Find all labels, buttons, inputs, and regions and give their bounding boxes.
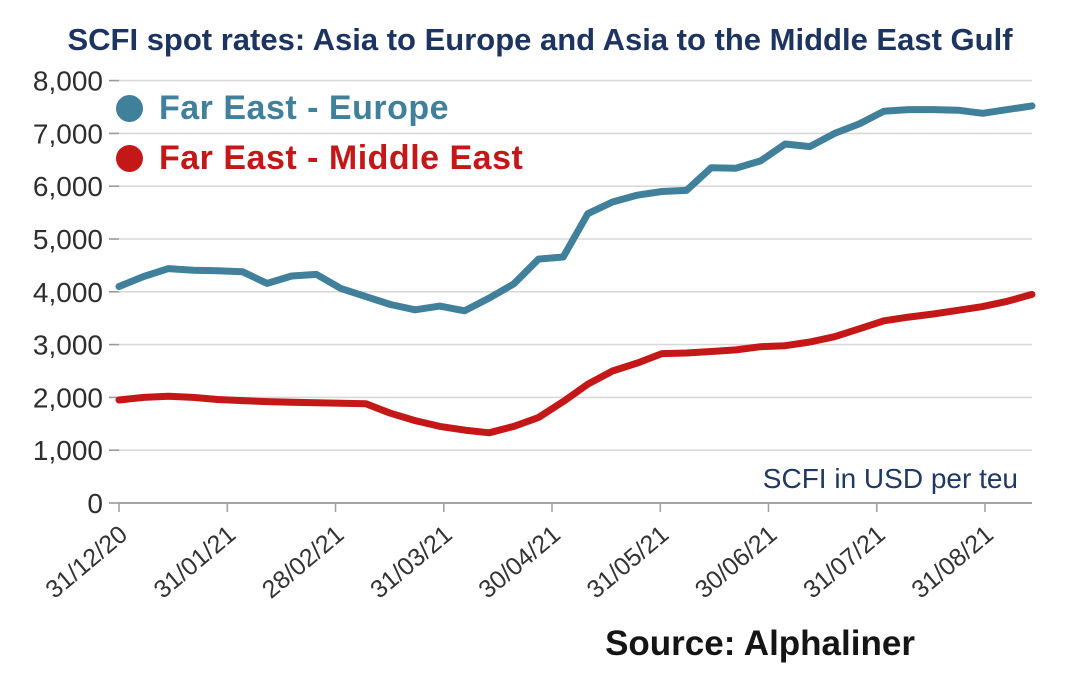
x-axis-label: 30/06/21 xyxy=(690,520,783,604)
legend-label-europe: Far East - Europe xyxy=(159,88,450,127)
y-axis-label: 1,000 xyxy=(33,435,103,466)
legend-label-middle-east: Far East - Middle East xyxy=(159,138,524,177)
y-axis-label: 2,000 xyxy=(33,382,103,413)
x-axis-label: 31/12/20 xyxy=(40,520,133,604)
y-axis-label: 5,000 xyxy=(33,224,103,255)
y-axis-label: 0 xyxy=(87,488,103,519)
y-axis-label: 7,000 xyxy=(33,118,103,149)
x-axis-label: 31/08/21 xyxy=(906,520,999,604)
y-axis-label: 6,000 xyxy=(33,171,103,202)
x-axis-label: 31/01/21 xyxy=(149,520,242,604)
x-axis-label: 31/05/21 xyxy=(582,520,675,604)
legend-marker-europe-icon xyxy=(116,94,143,122)
x-axis-label: 28/02/21 xyxy=(257,520,350,604)
unit-annotation: SCFI in USD per teu xyxy=(762,463,1018,494)
legend-marker-middle-east-icon xyxy=(116,144,143,172)
x-axis-label: 30/04/21 xyxy=(473,520,566,604)
legend-item-far-east-middle-east: Far East - Middle East xyxy=(116,133,523,183)
y-axis-label: 8,000 xyxy=(33,66,103,97)
x-axis-label: 31/03/21 xyxy=(365,520,458,604)
legend-item-far-east-europe: Far East - Europe xyxy=(116,83,523,133)
series-line-far-east-middle-east xyxy=(115,290,1036,437)
source-credit: Source: Alphaliner xyxy=(605,624,915,663)
chart-legend: Far East - Europe Far East - Middle East xyxy=(116,83,523,183)
series-line-far-east-europe xyxy=(115,102,1036,315)
y-axis-label: 3,000 xyxy=(33,330,103,361)
chart-title: SCFI spot rates: Asia to Europe and Asia… xyxy=(67,22,1013,57)
x-axis-label: 31/07/21 xyxy=(798,520,891,604)
y-axis-label: 4,000 xyxy=(33,277,103,308)
